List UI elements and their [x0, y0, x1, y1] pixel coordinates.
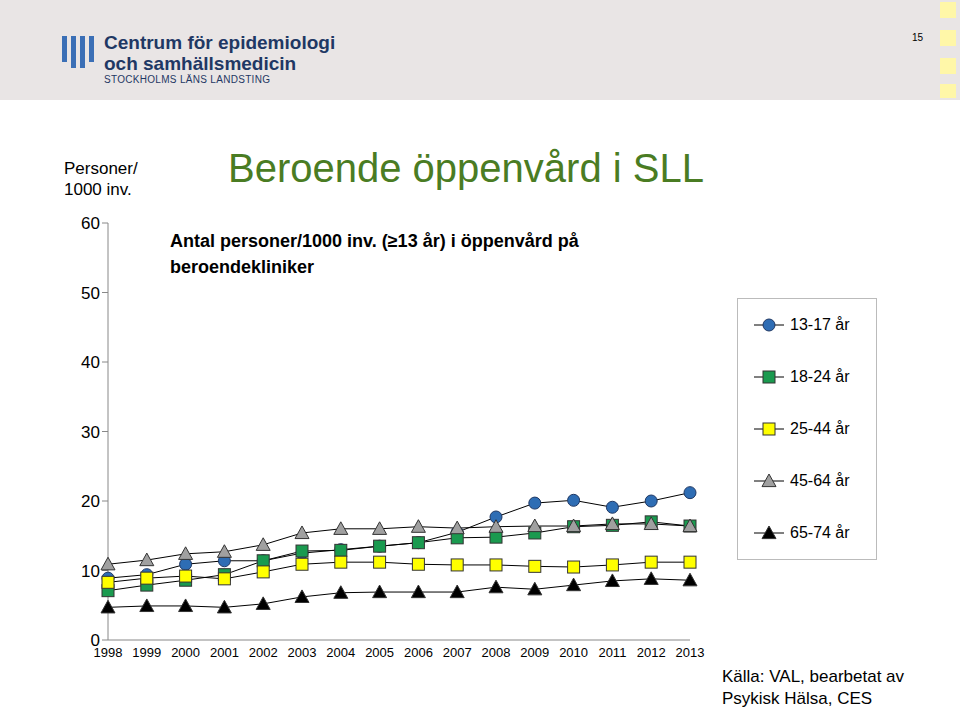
html-text:STOCKHOLMS LÄNS LANDSTING: STOCKHOLMS LÄNS LANDSTING	[104, 74, 271, 85]
svg-text:2008: 2008	[482, 645, 511, 660]
html-text:Personer/ 1000 inv.: Personer/ 1000 inv.	[64, 159, 138, 199]
html-text:och samhällsmedicin: och samhällsmedicin	[104, 53, 297, 74]
html-text:Källa: VAL, bearbetat av Psyki: Källa: VAL, bearbetat av Psykisk Hälsa, …	[722, 667, 905, 708]
svg-text:20: 20	[81, 492, 100, 511]
html-text:Beroende öppenvård i SLL: Beroende öppenvård i SLL	[228, 146, 704, 190]
svg-text:2004: 2004	[326, 645, 355, 660]
svg-text:30: 30	[81, 423, 100, 442]
html-text:13-17 år: 13-17 år	[790, 316, 850, 333]
svg-text:1998: 1998	[93, 645, 123, 661]
html-text:65-74 år: 65-74 år	[790, 524, 850, 541]
svg-text:2013: 2013	[676, 645, 705, 660]
svg-text:1999: 1999	[132, 645, 161, 660]
svg-text:2002: 2002	[249, 645, 278, 660]
html-text:45-64 år: 45-64 år	[790, 472, 850, 489]
svg-text:2011: 2011	[598, 645, 626, 660]
html-text:15: 15	[912, 32, 924, 43]
svg-text:0: 0	[91, 631, 100, 650]
html-text:Antal personer/1000 inv. (≥13: Antal personer/1000 inv. (≥13 år) i öppe…	[170, 231, 579, 277]
svg-text:2010: 2010	[559, 645, 588, 660]
html-text:25-44 år: 25-44 år	[790, 420, 850, 437]
svg-text:2009: 2009	[520, 645, 549, 660]
html-text:18-24 år: 18-24 år	[790, 368, 850, 385]
svg-text:2007: 2007	[443, 645, 472, 660]
html-text:Centrum för epidemiologi: Centrum för epidemiologi	[104, 32, 336, 53]
svg-text:10: 10	[81, 562, 100, 581]
svg-text:2005: 2005	[365, 645, 394, 660]
svg-text:40: 40	[81, 353, 100, 372]
svg-text:2000: 2000	[171, 645, 200, 660]
svg-text:2012: 2012	[637, 645, 666, 660]
svg-text:2003: 2003	[288, 645, 317, 660]
svg-text:2001: 2001	[210, 645, 239, 660]
svg-text:50: 50	[81, 284, 100, 303]
svg-text:2006: 2006	[404, 645, 433, 660]
svg-text:60: 60	[81, 214, 100, 233]
